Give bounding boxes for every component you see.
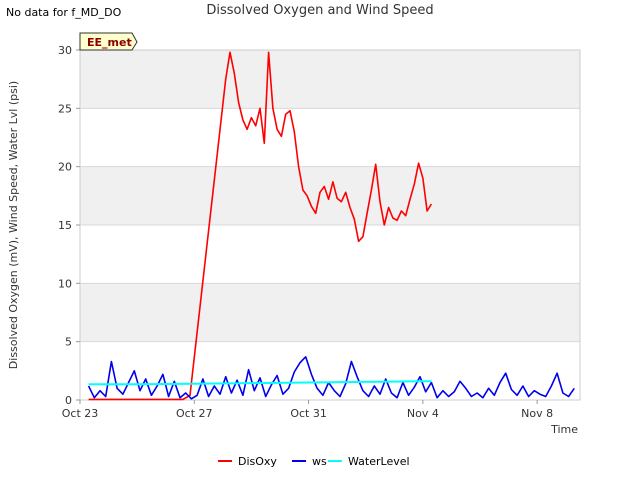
y-tick-label: 5 — [65, 336, 72, 349]
x-axis-ticks: Oct 23 Oct 27 Oct 31 Nov 4 Nov 8 — [62, 400, 553, 420]
y-axis-label: Dissolved Oxygen (mV), Wind Speed, Water… — [7, 81, 20, 369]
site-badge: EE_met — [79, 32, 138, 51]
chart-legend: DisOxy ws WaterLevel — [218, 455, 410, 468]
no-data-note: No data for f_MD_DO — [6, 6, 122, 19]
y-tick-label: 20 — [58, 161, 72, 174]
plot-bands — [80, 50, 580, 342]
y-tick-label: 0 — [65, 394, 72, 407]
plot-band — [80, 283, 580, 342]
series-line-ws — [87, 355, 575, 400]
x-tick-label: Nov 4 — [407, 407, 439, 420]
chart-title: Dissolved Oxygen and Wind Speed — [206, 3, 434, 18]
series-line-waterlevel — [88, 380, 432, 386]
x-tick-label: Oct 27 — [176, 407, 213, 420]
badge-label: EE_met — [87, 36, 132, 49]
x-axis-label: Time — [550, 423, 578, 436]
series-line-disoxy — [88, 51, 433, 401]
x-tick-label: Nov 8 — [521, 407, 553, 420]
badge-shape — [79, 32, 138, 51]
y-tick-label: 25 — [58, 102, 72, 115]
y-tick-label: 30 — [58, 44, 72, 57]
x-tick-label: Oct 31 — [290, 407, 327, 420]
series-lines — [87, 51, 575, 401]
y-axis-ticks: 0 5 10 15 20 25 30 — [58, 44, 80, 407]
x-tick-label: Oct 23 — [62, 407, 99, 420]
y-tick-label: 10 — [58, 277, 72, 290]
legend-label-waterlevel: WaterLevel — [348, 455, 410, 468]
legend-label-ws: ws — [312, 455, 327, 468]
plot-band — [80, 50, 580, 109]
legend-label-disoxy: DisOxy — [238, 455, 277, 468]
y-tick-label: 15 — [58, 219, 72, 232]
